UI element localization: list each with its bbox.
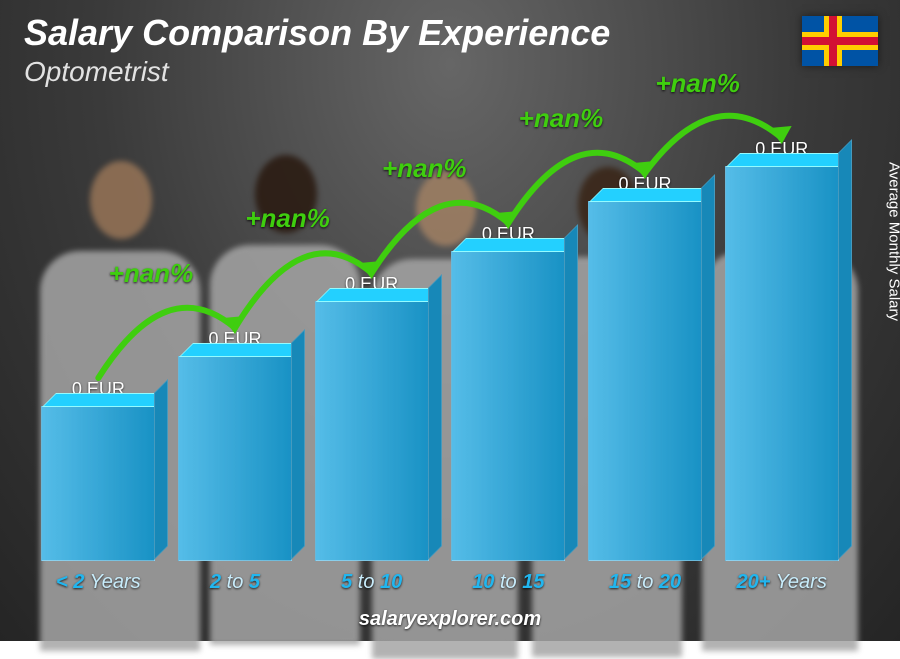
bar-wrap: 0 EUR5 to 10: [303, 274, 440, 561]
bar-wrap: 0 EUR20+ Years: [713, 139, 850, 561]
bar: [588, 201, 702, 561]
bar-wrap: 0 EUR2 to 5: [167, 329, 304, 561]
chart-canvas: Salary Comparison By Experience Optometr…: [0, 0, 900, 641]
category-label: 5 to 10: [302, 571, 442, 594]
category-label: 20+ Years: [712, 571, 852, 594]
footer-domain: salaryexplorer.com: [359, 608, 541, 630]
chart-subtitle: Optometrist: [24, 56, 610, 88]
category-label: 2 to 5: [165, 571, 305, 594]
category-label: < 2 Years: [28, 571, 168, 594]
bar: [178, 356, 292, 561]
category-label: 10 to 15: [438, 571, 578, 594]
bar: [451, 251, 565, 561]
footer-text: salaryexplorer.com: [0, 608, 900, 631]
bar: [315, 301, 429, 561]
growth-label: +nan%: [519, 103, 604, 134]
category-label: 15 to 20: [575, 571, 715, 594]
bar-wrap: 0 EUR10 to 15: [440, 224, 577, 561]
growth-label: +nan%: [382, 153, 467, 184]
bar: [725, 166, 839, 561]
bar-wrap: 0 EUR< 2 Years: [30, 379, 167, 561]
chart-title-block: Salary Comparison By Experience Optometr…: [24, 14, 610, 88]
country-flag-icon: [802, 16, 878, 66]
growth-label: +nan%: [655, 68, 740, 99]
growth-label: +nan%: [245, 203, 330, 234]
y-axis-label: Average Monthly Salary: [886, 162, 900, 321]
bar-wrap: 0 EUR15 to 20: [577, 174, 714, 561]
bar: [41, 406, 155, 561]
growth-label: +nan%: [109, 258, 194, 289]
chart-title: Salary Comparison By Experience: [24, 14, 610, 52]
